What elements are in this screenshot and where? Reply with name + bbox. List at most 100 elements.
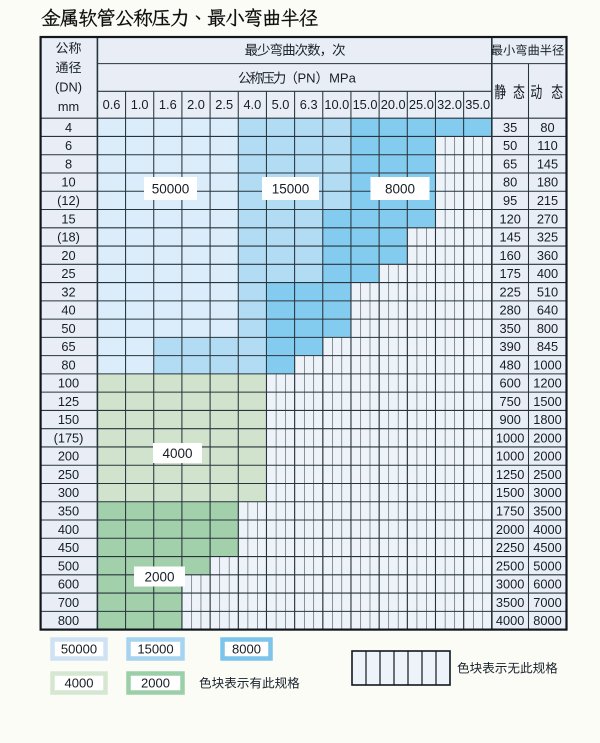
svg-text:325: 325	[537, 230, 558, 245]
svg-text:6000: 6000	[533, 577, 561, 592]
svg-text:145: 145	[537, 156, 558, 171]
svg-text:900: 900	[499, 412, 520, 427]
svg-text:600: 600	[58, 577, 79, 592]
svg-text:10.0: 10.0	[324, 97, 349, 112]
svg-text:6: 6	[65, 138, 72, 153]
svg-text:3500: 3500	[533, 503, 561, 518]
svg-text:100: 100	[58, 376, 79, 391]
svg-text:PN: PN	[297, 70, 315, 85]
svg-text:150: 150	[58, 412, 79, 427]
svg-text:32: 32	[61, 284, 75, 299]
svg-text:1000: 1000	[496, 449, 524, 464]
svg-text:200: 200	[58, 449, 79, 464]
svg-text:25.0: 25.0	[409, 97, 434, 112]
svg-text:1500: 1500	[496, 485, 524, 500]
svg-text:390: 390	[499, 339, 520, 354]
svg-text:5000: 5000	[533, 558, 561, 573]
svg-text:80: 80	[61, 357, 75, 372]
svg-text:450: 450	[58, 540, 79, 555]
svg-text:8: 8	[65, 156, 72, 171]
svg-text:1800: 1800	[533, 412, 561, 427]
svg-text:mm: mm	[58, 99, 79, 114]
svg-text:4000: 4000	[533, 522, 561, 537]
svg-text:400: 400	[58, 522, 79, 537]
svg-text:700: 700	[58, 595, 79, 610]
svg-text:(DN): (DN)	[55, 80, 82, 95]
svg-text:350: 350	[58, 503, 79, 518]
svg-text:600: 600	[499, 376, 520, 391]
svg-text:15000: 15000	[272, 181, 310, 196]
svg-text:1200: 1200	[533, 376, 561, 391]
svg-text:3500: 3500	[496, 595, 524, 610]
svg-text:8000: 8000	[232, 642, 261, 657]
svg-text:15.0: 15.0	[353, 97, 378, 112]
svg-text:4: 4	[65, 120, 72, 135]
svg-text:2000: 2000	[533, 430, 561, 445]
svg-text:80: 80	[540, 120, 554, 135]
svg-text:800: 800	[537, 321, 558, 336]
svg-text:80: 80	[503, 175, 517, 190]
svg-text:4000: 4000	[65, 676, 94, 691]
svg-text:845: 845	[537, 339, 558, 354]
svg-text:1000: 1000	[533, 357, 561, 372]
svg-text:2000: 2000	[144, 569, 174, 584]
svg-text:510: 510	[537, 284, 558, 299]
svg-text:2500: 2500	[533, 467, 561, 482]
svg-text:500: 500	[58, 558, 79, 573]
svg-text:2250: 2250	[496, 540, 524, 555]
svg-text:2000: 2000	[496, 522, 524, 537]
svg-text:(12): (12)	[57, 193, 80, 208]
svg-text:350: 350	[499, 321, 520, 336]
svg-text:65: 65	[61, 339, 75, 354]
svg-text:2.0: 2.0	[187, 97, 205, 112]
svg-text:270: 270	[537, 211, 558, 226]
svg-text:360: 360	[537, 248, 558, 263]
svg-text:180: 180	[537, 175, 558, 190]
svg-text:32.0: 32.0	[437, 97, 462, 112]
svg-text:480: 480	[499, 357, 520, 372]
svg-text:2000: 2000	[533, 449, 561, 464]
svg-text:20.0: 20.0	[381, 97, 406, 112]
svg-text:3000: 3000	[533, 485, 561, 500]
svg-text:20: 20	[61, 248, 75, 263]
svg-text:50: 50	[503, 138, 517, 153]
svg-text:3000: 3000	[496, 577, 524, 592]
svg-text:95: 95	[503, 193, 517, 208]
svg-text:4000: 4000	[162, 446, 192, 461]
svg-text:125: 125	[58, 394, 79, 409]
svg-text:1.6: 1.6	[159, 97, 177, 112]
svg-text:8000: 8000	[533, 613, 561, 628]
svg-text:2500: 2500	[496, 558, 524, 573]
svg-text:2000: 2000	[141, 676, 170, 691]
svg-text:65: 65	[503, 156, 517, 171]
svg-text:7000: 7000	[533, 595, 561, 610]
svg-text:8000: 8000	[385, 181, 415, 196]
svg-text:1000: 1000	[496, 430, 524, 445]
svg-text:1750: 1750	[496, 503, 524, 518]
svg-text:215: 215	[537, 193, 558, 208]
svg-text:300: 300	[58, 485, 79, 500]
svg-text:1250: 1250	[496, 467, 524, 482]
svg-text:15: 15	[61, 211, 75, 226]
svg-text:175: 175	[499, 266, 520, 281]
svg-text:50000: 50000	[61, 642, 97, 657]
svg-text:110: 110	[537, 138, 557, 153]
svg-text:400: 400	[537, 266, 558, 281]
svg-text:0.6: 0.6	[103, 97, 121, 112]
svg-text:50000: 50000	[152, 181, 190, 196]
svg-text:800: 800	[58, 613, 79, 628]
svg-text:15000: 15000	[137, 642, 173, 657]
svg-text:35: 35	[503, 120, 517, 135]
svg-text:10: 10	[61, 175, 75, 190]
svg-text:750: 750	[499, 394, 520, 409]
svg-text:250: 250	[58, 467, 79, 482]
svg-text:1500: 1500	[533, 394, 561, 409]
svg-text:120: 120	[499, 211, 520, 226]
svg-text:(18): (18)	[57, 230, 80, 245]
svg-text:640: 640	[537, 303, 558, 318]
svg-text:35.0: 35.0	[465, 97, 490, 112]
svg-text:4.0: 4.0	[243, 97, 261, 112]
svg-text:25: 25	[61, 266, 75, 281]
svg-text:145: 145	[499, 230, 520, 245]
svg-text:6.3: 6.3	[300, 97, 318, 112]
